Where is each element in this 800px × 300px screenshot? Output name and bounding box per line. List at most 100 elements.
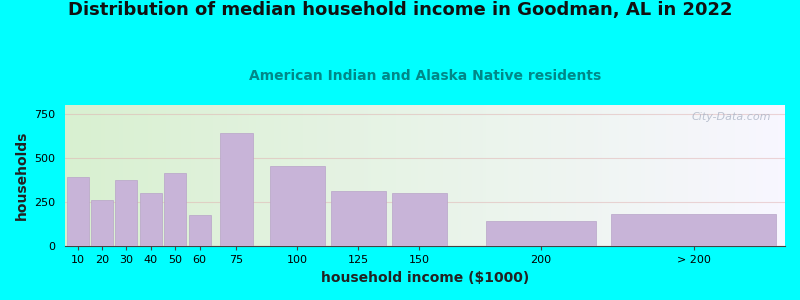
Bar — [404, 105, 407, 246]
Bar — [246, 105, 249, 246]
Bar — [738, 105, 742, 246]
Bar — [296, 105, 299, 246]
Title: American Indian and Alaska Native residents: American Indian and Alaska Native reside… — [249, 69, 602, 83]
Bar — [533, 105, 537, 246]
Bar — [217, 105, 220, 246]
Bar — [159, 105, 162, 246]
Bar — [782, 105, 785, 246]
Bar — [195, 105, 198, 246]
Bar — [314, 105, 318, 246]
Bar — [605, 105, 609, 246]
Bar — [652, 105, 655, 246]
Bar — [616, 105, 619, 246]
Bar — [515, 105, 518, 246]
Bar — [684, 105, 688, 246]
Bar — [234, 105, 238, 246]
Bar — [659, 105, 662, 246]
Bar — [164, 173, 186, 246]
Bar — [623, 105, 626, 246]
Bar — [497, 105, 501, 246]
Bar — [285, 105, 289, 246]
Bar — [102, 105, 105, 246]
X-axis label: household income ($1000): household income ($1000) — [321, 271, 530, 285]
Bar — [213, 105, 217, 246]
Bar — [397, 105, 400, 246]
Bar — [270, 105, 274, 246]
Bar — [468, 105, 472, 246]
Bar — [482, 105, 486, 246]
Bar — [446, 105, 450, 246]
Bar — [465, 105, 468, 246]
Bar — [270, 166, 325, 246]
Bar — [720, 105, 724, 246]
Bar — [350, 105, 354, 246]
Bar — [335, 105, 339, 246]
Bar — [677, 105, 681, 246]
Bar — [109, 105, 112, 246]
Bar — [115, 180, 138, 246]
Bar — [198, 105, 202, 246]
Bar — [479, 105, 482, 246]
Bar — [130, 105, 134, 246]
Bar — [598, 105, 602, 246]
Bar — [123, 105, 126, 246]
Bar — [202, 105, 206, 246]
Bar — [375, 105, 378, 246]
Bar — [73, 105, 76, 246]
Bar — [432, 105, 436, 246]
Bar — [753, 105, 756, 246]
Bar — [490, 105, 494, 246]
Bar — [256, 105, 260, 246]
Bar — [566, 105, 569, 246]
Bar — [674, 105, 677, 246]
Bar — [540, 105, 544, 246]
Bar — [706, 105, 710, 246]
Bar — [508, 105, 511, 246]
Bar — [698, 105, 702, 246]
Bar — [537, 105, 540, 246]
Bar — [364, 105, 368, 246]
Bar — [544, 105, 547, 246]
Bar — [518, 105, 522, 246]
Bar — [368, 105, 371, 246]
Bar — [303, 105, 306, 246]
Bar — [749, 105, 753, 246]
Bar — [390, 105, 393, 246]
Bar — [371, 105, 375, 246]
Bar — [774, 105, 778, 246]
Bar — [558, 105, 562, 246]
Bar — [724, 105, 727, 246]
Bar — [90, 105, 94, 246]
Bar — [626, 105, 630, 246]
Bar — [731, 105, 734, 246]
Bar — [422, 105, 426, 246]
Bar — [116, 105, 119, 246]
Bar — [461, 105, 465, 246]
Bar — [112, 105, 116, 246]
Bar — [253, 105, 256, 246]
Bar — [486, 105, 490, 246]
Bar — [634, 105, 638, 246]
Bar — [224, 105, 227, 246]
Bar — [152, 105, 155, 246]
Bar — [94, 105, 98, 246]
Bar — [494, 105, 497, 246]
Bar — [414, 105, 418, 246]
Bar — [691, 105, 695, 246]
Bar — [162, 105, 166, 246]
Bar — [486, 221, 596, 246]
Bar — [83, 105, 87, 246]
Bar — [551, 105, 554, 246]
Bar — [436, 105, 439, 246]
Bar — [292, 105, 296, 246]
Bar — [767, 105, 770, 246]
Bar — [638, 105, 641, 246]
Bar — [91, 200, 113, 246]
Bar — [576, 105, 580, 246]
Bar — [267, 105, 270, 246]
Bar — [746, 105, 749, 246]
Bar — [400, 105, 404, 246]
Bar — [66, 178, 89, 246]
Bar — [602, 105, 605, 246]
Bar — [282, 105, 285, 246]
